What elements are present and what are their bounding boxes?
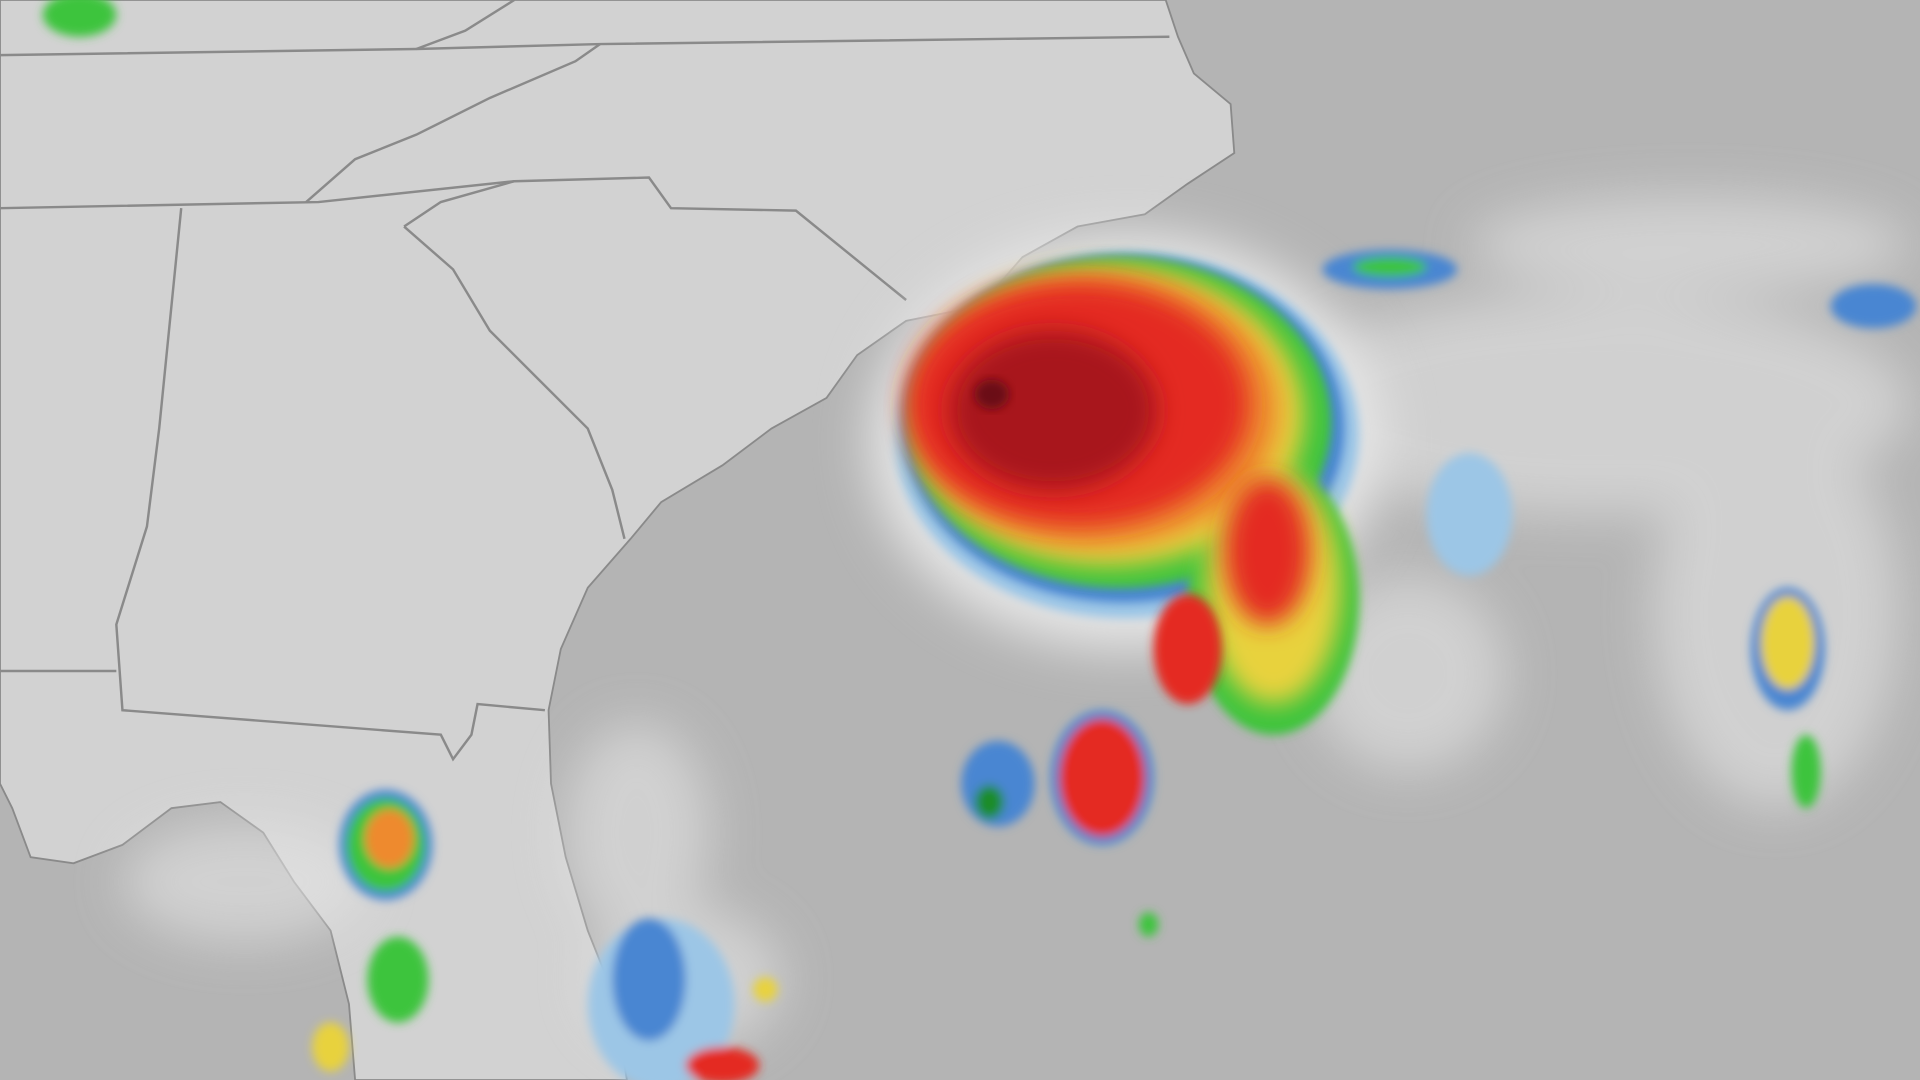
rain-bands bbox=[42, 0, 1917, 1080]
land-mass bbox=[0, 0, 1236, 1080]
state-borders bbox=[0, 0, 1170, 762]
hurricane-radar-echo bbox=[869, 232, 1384, 735]
light-cloud-cover bbox=[122, 195, 1911, 1054]
